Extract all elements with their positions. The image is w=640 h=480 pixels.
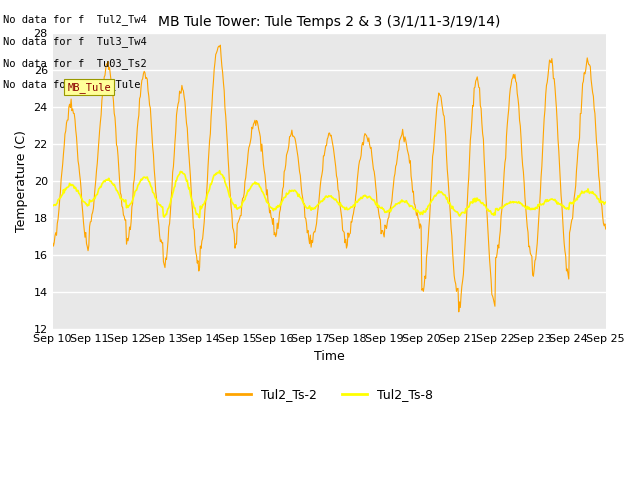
Text: No data for f  MB_Tule: No data for f MB_Tule [3,79,141,90]
Y-axis label: Temperature (C): Temperature (C) [15,130,28,232]
Tul2_Ts-8 [602,199,609,205]
Tul2_Ts-8 [172,178,180,184]
Title: MB Tule Tower: Tule Temps 2 & 3 (3/1/11-3/19/14): MB Tule Tower: Tule Temps 2 & 3 (3/1/11-… [158,15,500,29]
Tul2_Ts-2 [413,210,421,216]
Text: No data for f  Tul3_Tw4: No data for f Tul3_Tw4 [3,36,147,47]
Tul2_Ts-8 [59,192,67,197]
Tul2_Ts-8 [398,197,406,203]
Tul2_Ts-2 [216,42,224,48]
Tul2_Ts-8 [116,193,124,199]
Text: MB_Tule: MB_Tule [67,82,111,93]
Legend: Tul2_Ts-2, Tul2_Ts-8: Tul2_Ts-2, Tul2_Ts-8 [221,383,438,406]
Tul2_Ts-8 [414,208,422,214]
Tul2_Ts-2 [201,206,209,212]
Tul2_Ts-8 [49,203,56,208]
Line: Tul2_Ts-2: Tul2_Ts-2 [52,45,605,312]
Tul2_Ts-2 [59,161,67,167]
Tul2_Ts-2 [397,134,405,140]
Tul2_Ts-2 [49,240,56,246]
Line: Tul2_Ts-8: Tul2_Ts-8 [52,171,605,217]
Tul2_Ts-2 [172,129,180,134]
Text: No data for f  Tu03_Ts2: No data for f Tu03_Ts2 [3,58,147,69]
X-axis label: Time: Time [314,350,344,363]
Tul2_Ts-2 [116,179,124,184]
Tul2_Ts-8 [196,215,204,220]
Tul2_Ts-8 [216,168,223,174]
Tul2_Ts-2 [602,226,609,232]
Tul2_Ts-2 [455,309,463,315]
Tul2_Ts-8 [202,197,209,203]
Text: No data for f  Tul2_Tw4: No data for f Tul2_Tw4 [3,14,147,25]
